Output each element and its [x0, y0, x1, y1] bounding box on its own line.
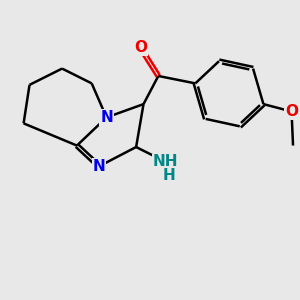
- Text: H: H: [163, 168, 175, 183]
- Text: N: N: [93, 159, 106, 174]
- Text: NH: NH: [153, 154, 178, 169]
- Text: O: O: [134, 40, 147, 55]
- Text: N: N: [100, 110, 113, 125]
- Text: O: O: [285, 104, 298, 119]
